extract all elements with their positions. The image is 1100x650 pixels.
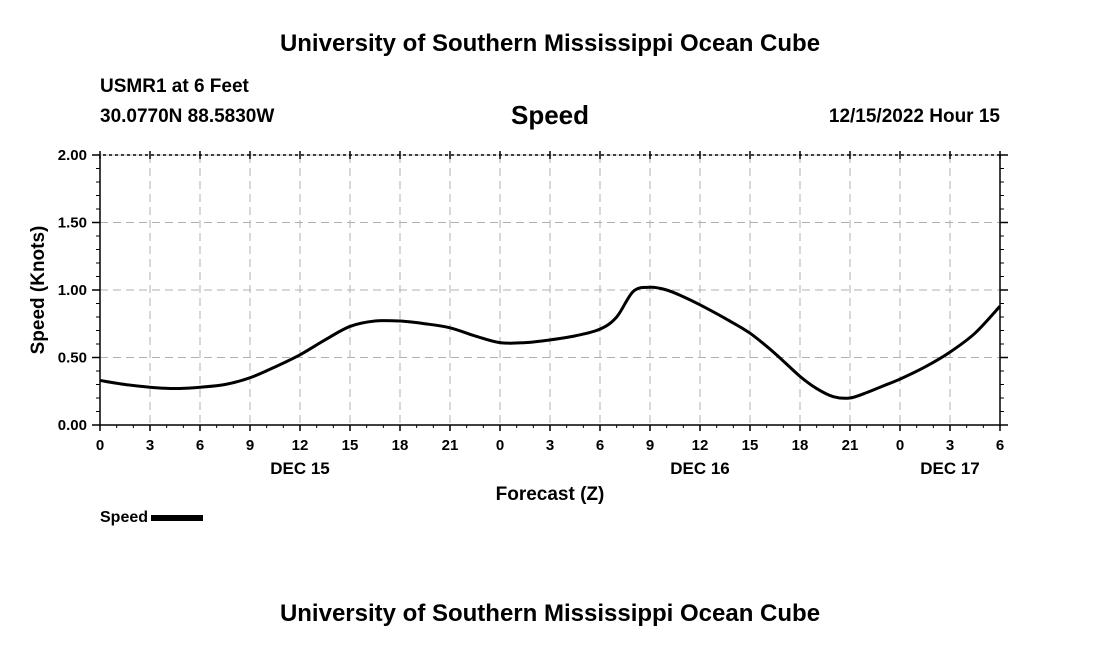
x-tick-label: 6 [996, 437, 1004, 454]
series-layer [99, 285, 1002, 400]
x-tick-label: 9 [246, 437, 254, 454]
x-tick-label: 15 [342, 437, 359, 454]
series-line-speed [99, 285, 1002, 400]
x-tick-label: 0 [896, 437, 904, 454]
y-tick-label: 0.50 [58, 350, 87, 367]
y-axis-label: Speed (Knots) [28, 226, 49, 355]
y-tick-label: 0.00 [58, 417, 87, 434]
x-tick-label: 9 [646, 437, 654, 454]
day-label: DEC 15 [270, 459, 330, 478]
footer-title: University of Southern Mississippi Ocean… [279, 600, 821, 627]
y-tick-label: 1.50 [58, 215, 87, 232]
x-tick-label: 6 [596, 437, 604, 454]
issue-time: 12/15/2022 Hour 15 [828, 106, 1000, 127]
x-tick-label: 6 [196, 437, 204, 454]
legend-line-swatch [151, 515, 204, 521]
x-tick-label: 3 [546, 437, 554, 454]
station-coordinates: 30.0770N 88.5830W [100, 106, 275, 127]
chart-title: Speed [510, 100, 590, 130]
x-tick-label: 12 [692, 437, 709, 454]
day-label: DEC 17 [920, 459, 980, 478]
x-axis-label: Forecast (Z) [496, 484, 605, 505]
x-tick-label: 0 [496, 437, 504, 454]
x-tick-label: 3 [146, 437, 154, 454]
legend: Speed [100, 509, 204, 527]
station-label: USMR1 at 6 Feet [100, 76, 249, 97]
axis-labels: 0 3 6 9 12 15 18 21 0 3 6 9 12 15 18 21 0 3 6 0.00 0.50 1.00 1… [58, 147, 1004, 478]
tick-marks [92, 151, 1008, 431]
x-tick-label: 21 [442, 437, 459, 454]
y-tick-label: 2.00 [58, 147, 87, 164]
x-tick-label: 15 [742, 437, 759, 454]
y-tick-label: 1.00 [58, 282, 87, 299]
x-tick-label: 18 [792, 437, 809, 454]
x-tick-label: 12 [292, 437, 309, 454]
page-title: University of Southern Mississippi Ocean… [279, 30, 821, 57]
grid [100, 155, 1000, 425]
x-tick-label: 3 [946, 437, 954, 454]
legend-label: Speed [100, 509, 149, 526]
x-tick-label: 21 [842, 437, 859, 454]
x-tick-label: 0 [96, 437, 104, 454]
x-tick-label: 18 [392, 437, 409, 454]
day-label: DEC 16 [670, 459, 730, 478]
